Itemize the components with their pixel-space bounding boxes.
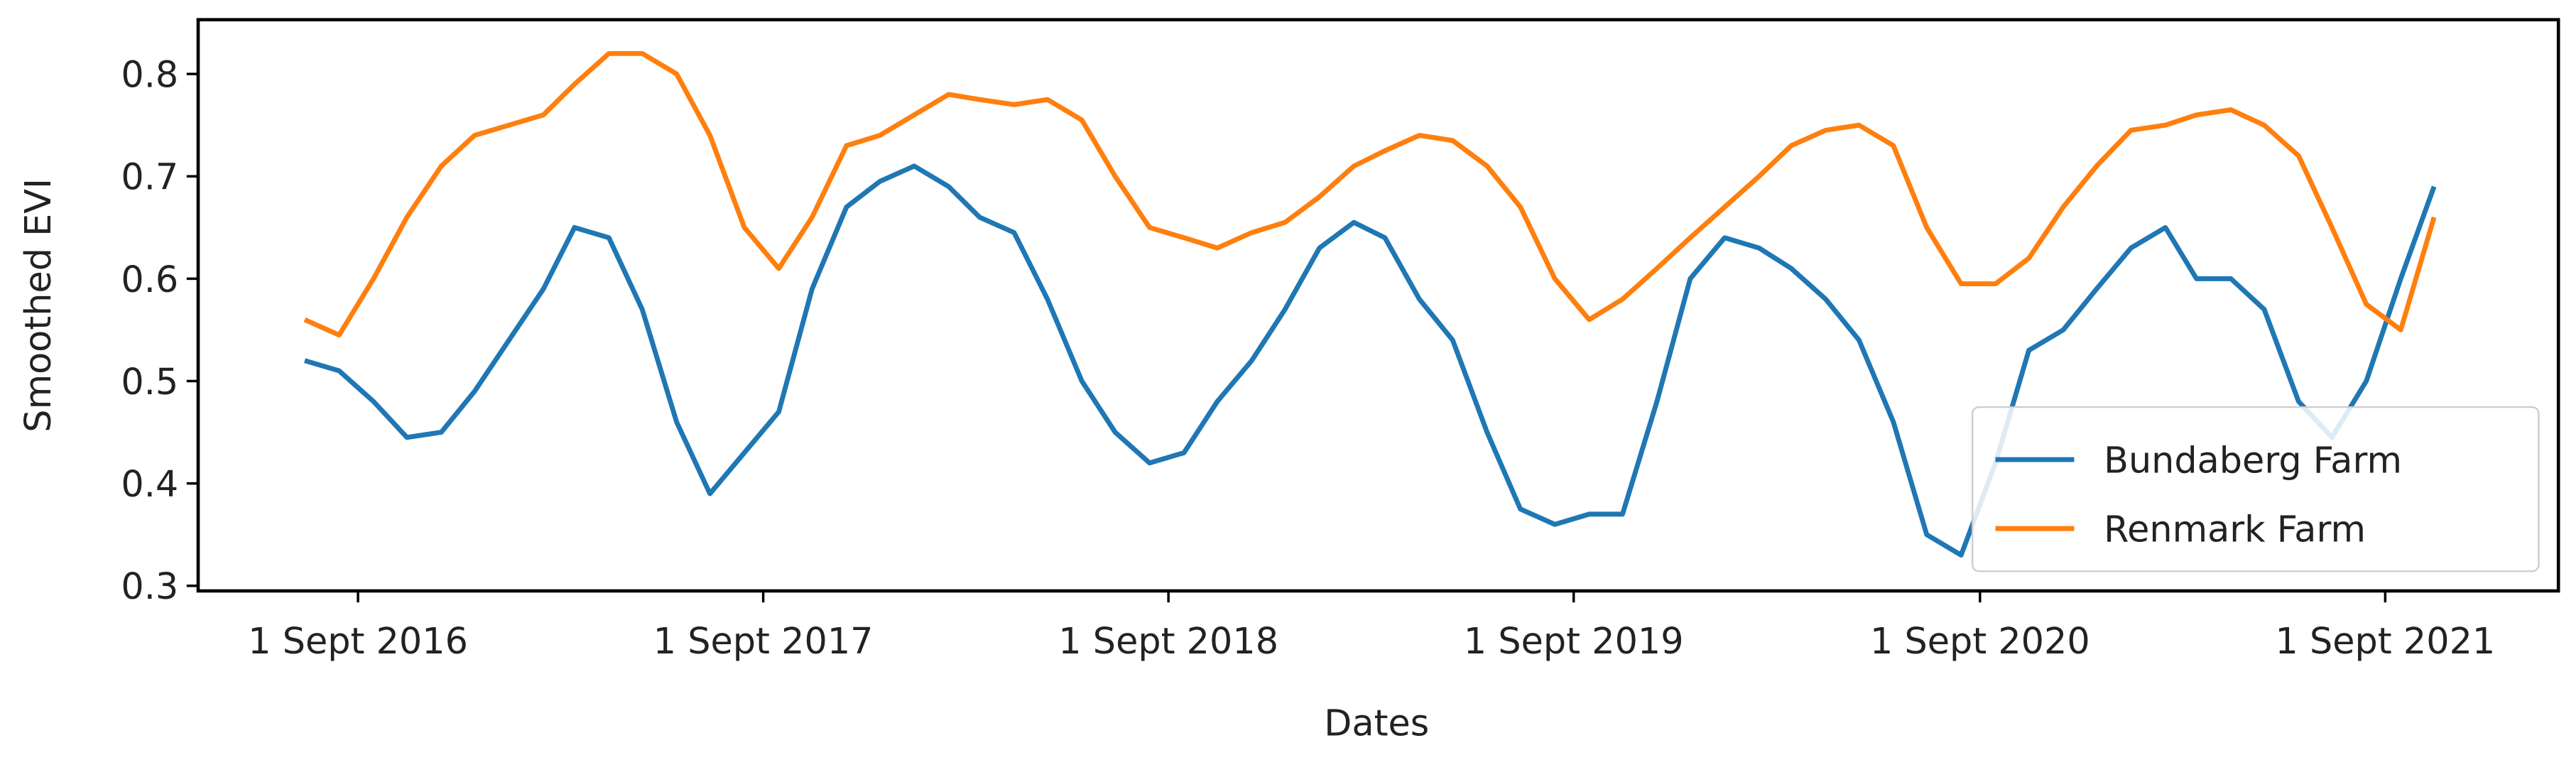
x-axis-label: Dates [1324,702,1429,744]
y-tick-label: 0.3 [121,565,178,607]
y-axis-label: Smoothed EVI [17,178,59,433]
legend-box [1972,406,2540,572]
y-tick-label: 0.7 [121,156,178,198]
x-tick-label: 1 Sept 2019 [1464,620,1684,662]
plot-frame [196,18,2560,593]
x-tick-label: 1 Sept 2018 [1058,620,1278,662]
legend-label: Bundaberg Farm [2104,440,2402,482]
x-tick-label: 1 Sept 2017 [653,620,874,662]
y-tick-label: 0.4 [121,463,178,505]
y-tick-label: 0.6 [121,259,178,300]
data-line [303,50,2437,338]
x-tick-label: 1 Sept 2016 [248,620,468,662]
y-tick-label: 0.5 [121,361,178,403]
x-tick-label: 1 Sept 2020 [1870,620,2090,662]
data-line [304,163,2437,558]
y-tick-label: 0.8 [121,54,178,96]
x-tick-label: 1 Sept 2021 [2276,620,2496,662]
legend-label: Renmark Farm [2104,509,2366,550]
